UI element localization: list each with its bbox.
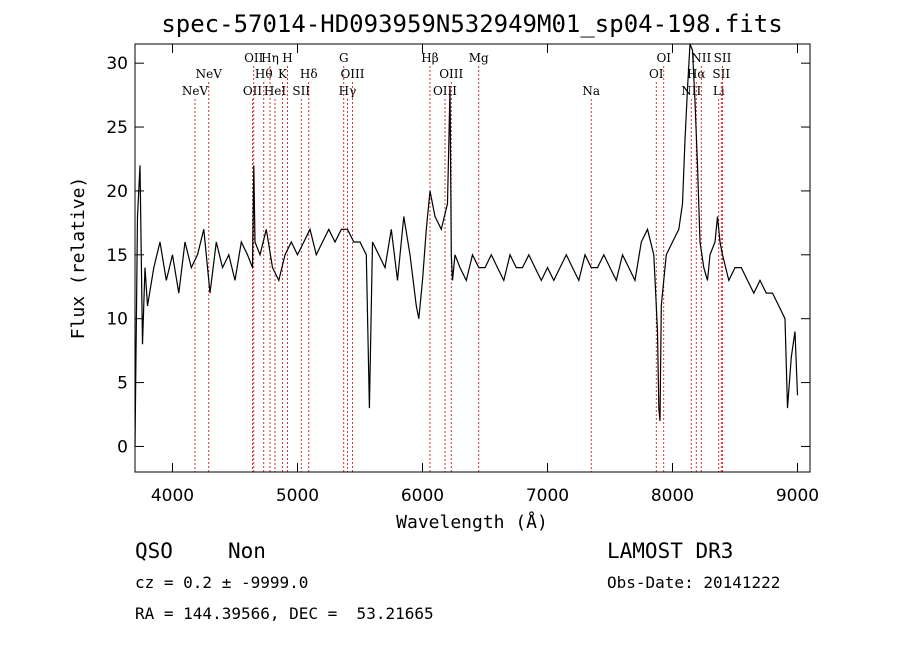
line-marker-label: NeV xyxy=(182,84,209,98)
x-tick-label: 6000 xyxy=(401,486,444,506)
object-subclass: Non xyxy=(228,539,266,563)
line-marker-label: NII xyxy=(681,84,701,98)
x-tick-label: 8000 xyxy=(651,486,694,506)
redshift-cz: cz = 0.2 ± -9999.0 xyxy=(135,573,309,592)
line-marker-label: Li xyxy=(713,84,725,98)
line-markers: NeVNeVOIIOIIHθHηHeIKHSIIHδGHγOIIIHβOIIIO… xyxy=(182,51,732,472)
line-marker-label: NII xyxy=(691,51,711,65)
line-marker-label: Na xyxy=(582,84,600,98)
object-class: QSO xyxy=(135,539,173,563)
survey-name: LAMOST DR3 xyxy=(607,539,734,563)
y-axis: 0 5 10 15 20 25 30 xyxy=(106,54,810,457)
line-marker-label: OIII xyxy=(340,67,364,81)
y-tick-label: 10 xyxy=(106,310,128,330)
line-marker-label: Hη xyxy=(261,51,279,65)
line-marker-label: OII xyxy=(244,51,264,65)
x-tick-label: 5000 xyxy=(276,486,319,506)
line-marker-label: HeI xyxy=(264,84,287,98)
line-marker-label: NeV xyxy=(196,67,223,81)
line-marker-label: OII xyxy=(243,84,263,98)
line-marker-label: OIII xyxy=(439,67,463,81)
line-marker-label: OIII xyxy=(433,84,457,98)
line-marker-label: Mg xyxy=(469,51,489,65)
y-tick-label: 30 xyxy=(106,54,128,74)
line-marker-label: SII xyxy=(714,51,732,65)
x-axis-label: Wavelength (Å) xyxy=(396,511,548,533)
x-tick-label: 9000 xyxy=(776,486,819,506)
line-marker-label: G xyxy=(339,51,349,65)
y-tick-label: 15 xyxy=(106,246,128,266)
coordinates: RA = 144.39566, DEC = 53.21665 xyxy=(135,604,434,623)
plot-frame xyxy=(134,43,811,473)
y-tick-label: 5 xyxy=(117,374,128,394)
x-tick-label: 7000 xyxy=(526,486,569,506)
spectrum-line xyxy=(134,43,799,447)
line-marker-label: Hβ xyxy=(421,51,438,65)
y-tick-label: 20 xyxy=(106,182,128,202)
line-marker-label: K xyxy=(278,67,288,81)
chart-title: spec-57014-HD093959N532949M01_sp04-198.f… xyxy=(161,10,782,38)
x-axis: 4000 5000 6000 7000 8000 9000 xyxy=(151,44,819,506)
line-marker-label: Hα xyxy=(687,67,706,81)
line-marker-label: OI xyxy=(656,51,671,65)
line-marker-label: Hθ xyxy=(255,67,273,81)
obs-date: Obs-Date: 20141222 xyxy=(607,573,781,592)
line-marker-label: SII xyxy=(292,84,310,98)
line-marker-label: Hγ xyxy=(339,84,357,98)
y-tick-label: 0 xyxy=(117,437,128,457)
line-marker-label: H xyxy=(282,51,292,65)
line-marker-label: OI xyxy=(649,67,664,81)
y-tick-label: 25 xyxy=(106,118,128,138)
line-marker-label: Hδ xyxy=(300,67,318,81)
x-tick-label: 4000 xyxy=(151,486,194,506)
line-marker-label: SII xyxy=(712,67,730,81)
y-axis-label: Flux (relative) xyxy=(68,177,89,340)
